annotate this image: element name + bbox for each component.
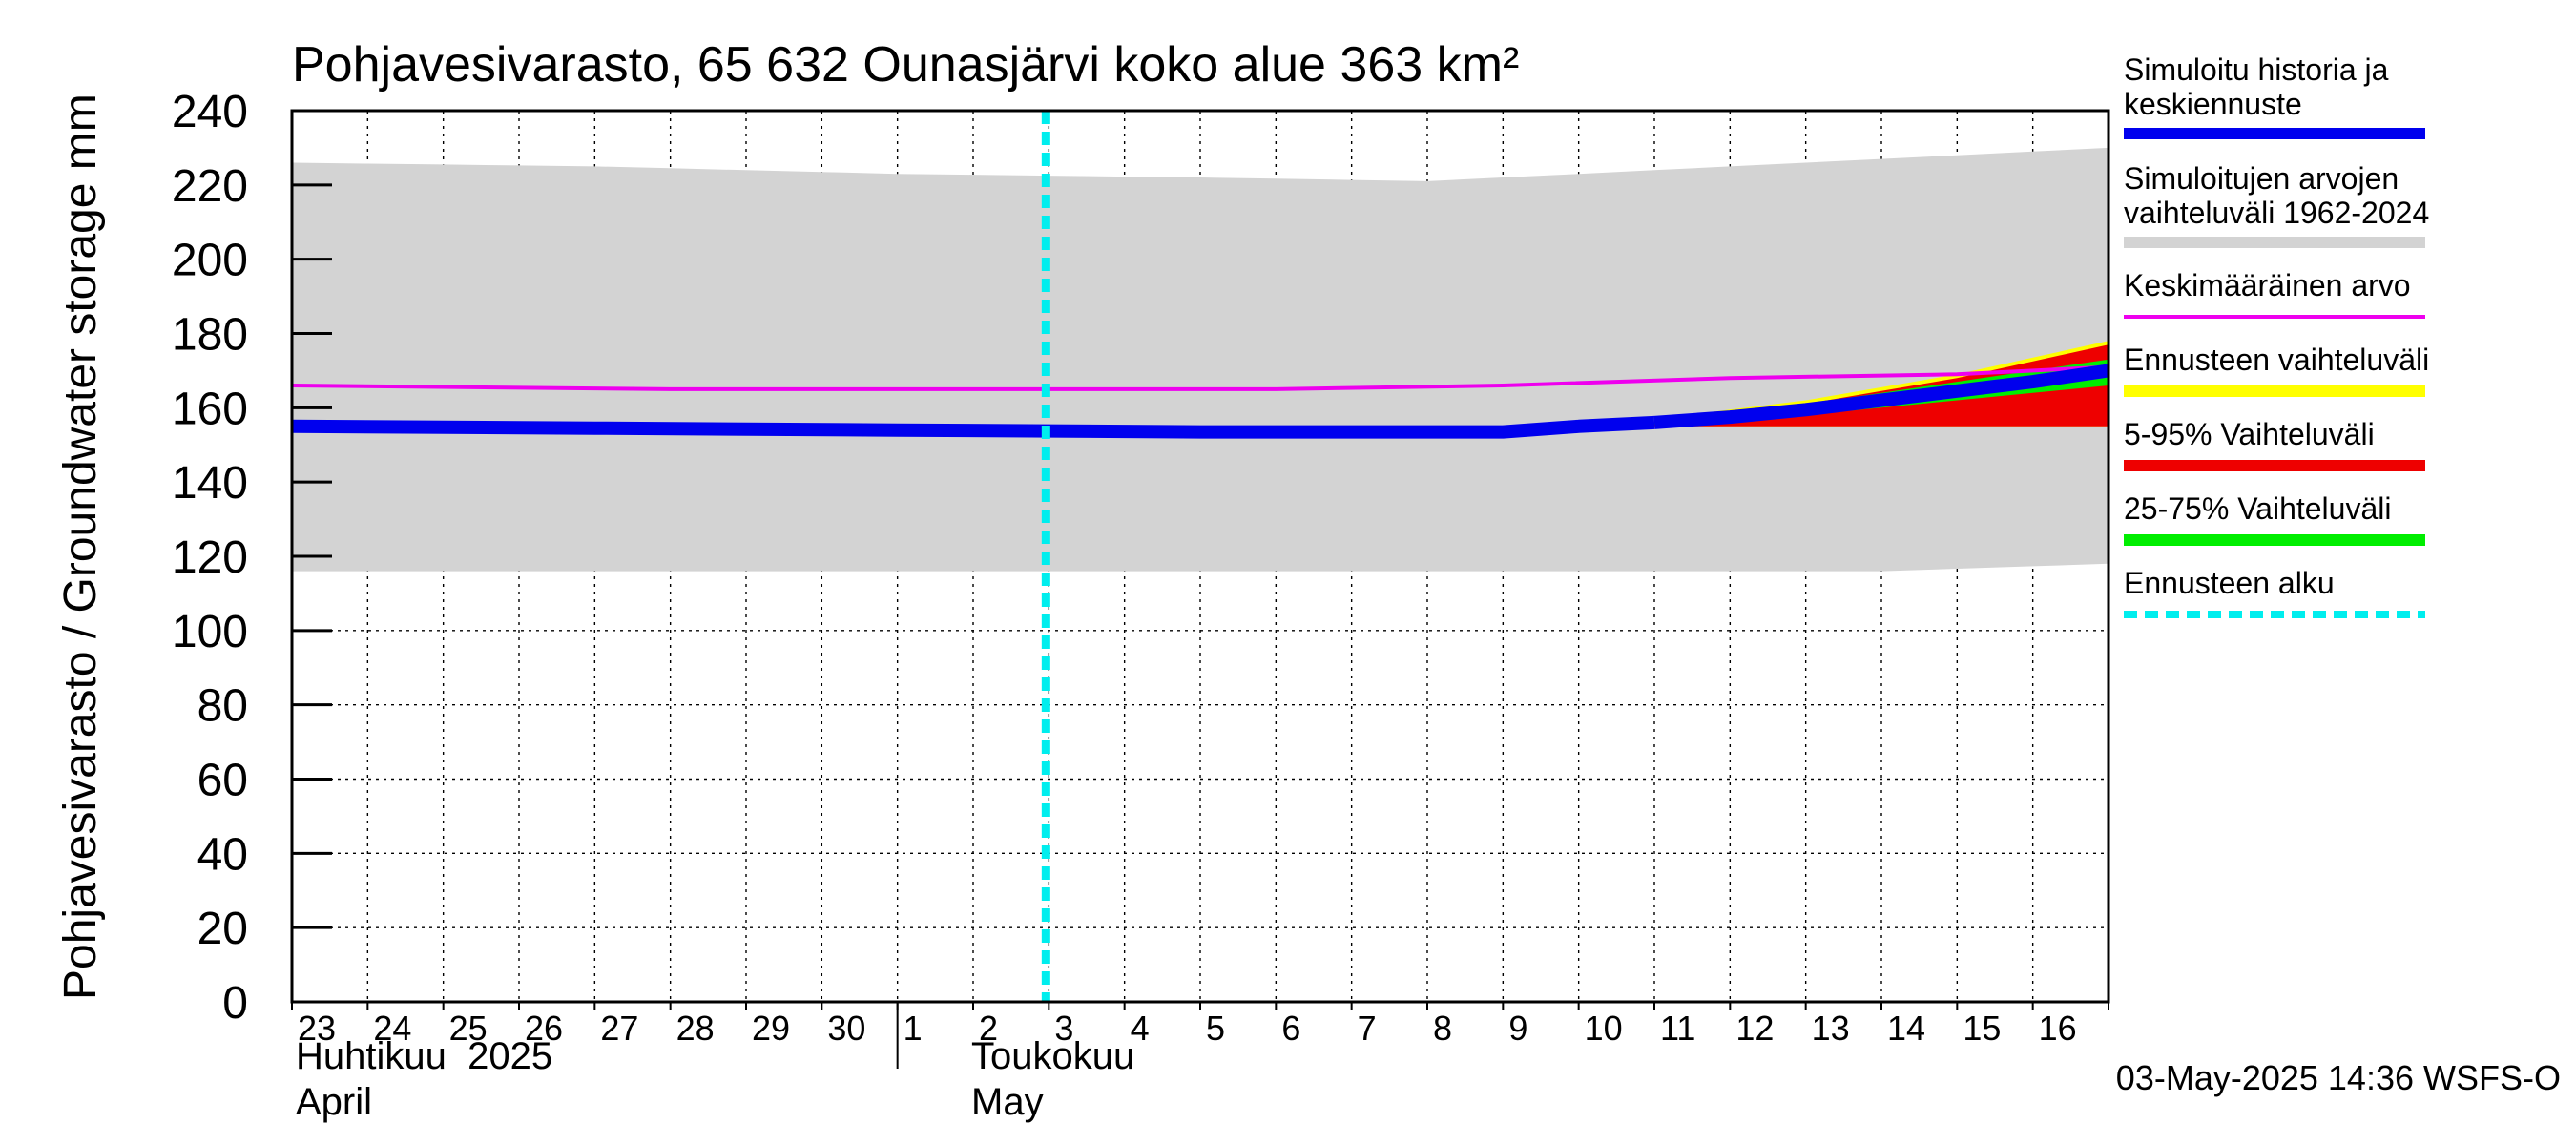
x-tick-label: 1 — [904, 1009, 923, 1048]
legend-label: 5-95% Vaihteluväli — [2124, 417, 2375, 451]
x-tick-label: 2 — [979, 1009, 998, 1048]
x-tick-label: 8 — [1433, 1009, 1452, 1048]
timestamp: 03-May-2025 14:36 WSFS-O — [2116, 1058, 2561, 1097]
mean-line — [291, 364, 2109, 391]
month-label-fi-april: Huhtikuu 2025 — [296, 1035, 552, 1077]
y-tick-label: 120 — [172, 532, 248, 583]
x-tick-label: 11 — [1660, 1009, 1695, 1048]
x-tick-label: 24 — [373, 1009, 411, 1048]
legend-label: Simuloitujen arvojen vaihteluväli 1962-20… — [2124, 161, 2429, 230]
x-tick-label: 27 — [600, 1009, 638, 1048]
x-tick-label: 30 — [827, 1009, 865, 1048]
legend-label: Keskimääräinen arvo — [2124, 268, 2411, 302]
legend-label: Ennusteen alku — [2124, 566, 2335, 600]
x-tick-label: 6 — [1281, 1009, 1300, 1048]
legend-label: Simuloitu historia ja keskiennuste — [2124, 52, 2389, 121]
legend-label: Ennusteen vaihteluväli — [2124, 343, 2429, 377]
p5-95-band — [1654, 344, 2109, 427]
month-label-fi-may: Toukokuu — [971, 1035, 1134, 1077]
legend-label: 25-75% Vaihteluväli — [2124, 491, 2391, 526]
legend-item: Simuloitu historia ja keskiennuste — [2124, 52, 2425, 139]
month-label-en-april: April — [296, 1081, 372, 1123]
x-tick-label: 4 — [1131, 1009, 1150, 1048]
legend-item: Keskimääräinen arvo — [2124, 268, 2425, 319]
x-axis: 23 24 25 26 27 28 29 30 1 2 3 4 5 6 7 8 9 10 11 12 13 14 15 16 — [291, 1002, 2109, 1069]
legend-item: Ennusteen alku — [2124, 566, 2425, 618]
x-tick-label: 13 — [1812, 1009, 1850, 1048]
y-tick-label: 220 — [172, 161, 248, 212]
legend-item: Ennusteen vaihteluväli — [2124, 343, 2429, 397]
x-tick-label: 9 — [1508, 1009, 1527, 1048]
x-tick-label: 16 — [2039, 1009, 2077, 1048]
x-tick-label: 7 — [1358, 1009, 1377, 1048]
month-labels: Huhtikuu 2025 April Toukokuu May — [296, 1035, 1134, 1123]
y-tick-label: 60 — [197, 756, 248, 806]
y-tick-label: 180 — [172, 310, 248, 361]
forecast-median-line — [1653, 364, 2110, 429]
x-tick-label: 3 — [1054, 1009, 1073, 1048]
y-tick-label: 40 — [197, 829, 248, 880]
legend-item: 5-95% Vaihteluväli — [2124, 417, 2425, 471]
y-tick-label: 80 — [197, 681, 248, 732]
x-tick-label: 29 — [752, 1009, 790, 1048]
y-tick-label: 160 — [172, 384, 248, 434]
y-axis: 0 20 40 60 80 100 120 140 160 180 200 220 240 — [172, 87, 332, 1029]
y-tick-label: 100 — [172, 607, 248, 657]
x-tick-label: 26 — [525, 1009, 563, 1048]
legend-item: 25-75% Vaihteluväli — [2124, 491, 2425, 546]
legend-item: Simuloitujen arvojen vaihteluväli 1962-20… — [2124, 161, 2429, 248]
x-tick-label: 10 — [1585, 1009, 1623, 1048]
plot-area — [290, 109, 2110, 1004]
y-tick-label: 200 — [172, 236, 248, 286]
y-tick-label: 0 — [222, 978, 248, 1029]
x-tick-label: 5 — [1206, 1009, 1225, 1048]
chart-title: Pohjavesivarasto, 65 632 Ounasjärvi koko… — [292, 37, 1519, 93]
x-tick-label: 12 — [1735, 1009, 1774, 1048]
x-tick-label: 14 — [1887, 1009, 1925, 1048]
y-tick-label: 140 — [172, 458, 248, 509]
y-tick-label: 240 — [172, 87, 248, 137]
y-tick-label: 20 — [197, 904, 248, 954]
x-tick-label: 25 — [449, 1009, 488, 1048]
history-line — [291, 415, 1655, 439]
month-label-en-may: May — [971, 1081, 1044, 1123]
legend: Simuloitu historia ja keskiennuste Simuloi… — [2124, 52, 2429, 618]
series-layer — [291, 111, 2110, 1002]
x-tick-label: 15 — [1963, 1009, 2001, 1048]
x-tick-label: 23 — [298, 1009, 336, 1048]
y-axis-label: Pohjavesivarasto / Groundwater storage m… — [55, 94, 106, 1000]
x-tick-label: 28 — [676, 1009, 715, 1048]
historical-range-band — [292, 147, 2109, 572]
